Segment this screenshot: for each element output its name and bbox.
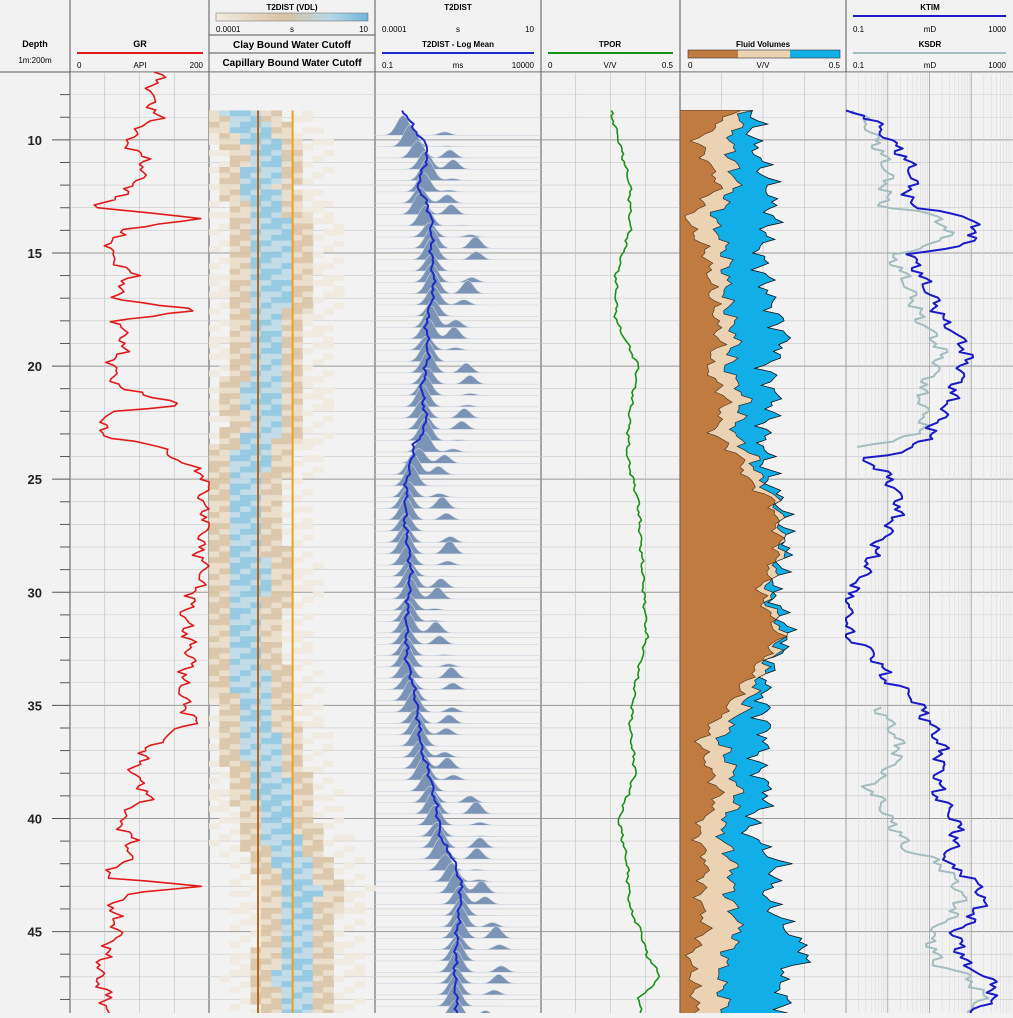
depth-tick-label: 10: [28, 133, 42, 148]
vdl-min-label: 0.0001: [216, 25, 241, 34]
ktim-max-label: 1000: [988, 25, 1006, 34]
capillary-cutoff-label: Capillary Bound Water Cutoff: [222, 58, 362, 69]
ksdr-max-label: 1000: [988, 61, 1006, 70]
tpor-min-label: 0: [548, 61, 553, 70]
log-curves: [93, 72, 999, 1013]
t2-logmean-unit: ms: [453, 61, 464, 70]
fluid-min-label: 0: [688, 61, 693, 70]
depth-tick-labels: 10 15 20 25 30 35 40 45: [28, 133, 42, 940]
fluid-title: Fluid Volumes: [736, 40, 791, 49]
t2-log-mean-curve: [401, 110, 464, 1013]
tpor-title: TPOR: [599, 40, 621, 49]
gr-unit: API: [134, 61, 147, 70]
gr-max-label: 200: [190, 61, 204, 70]
ktim-min-label: 0.1: [853, 25, 865, 34]
t2dist-vdl-image: [209, 110, 376, 1013]
depth-tick-label: 15: [28, 246, 42, 261]
vdl-max-label: 10: [359, 25, 368, 34]
fluid-volumes-fill: [679, 109, 812, 1013]
depth-tick-label: 45: [28, 925, 42, 940]
ktim-title: KTIM: [920, 3, 940, 12]
gr-min-label: 0: [77, 61, 82, 70]
vdl-title: T2DIST (VDL): [266, 3, 317, 12]
ksdr-title: KSDR: [919, 40, 942, 49]
t2-logmean-max-label: 10000: [512, 61, 535, 70]
t2-logmean-min-label: 0.1: [382, 61, 394, 70]
fluid-legend-clay: [688, 50, 738, 58]
vdl-color-scale: [215, 12, 369, 22]
depth-tick-label: 25: [28, 472, 42, 487]
ksdr-curve: [851, 110, 990, 1013]
t2dist-min-label: 0.0001: [382, 25, 407, 34]
depth-tick-label: 30: [28, 585, 42, 600]
ksdr-min-label: 0.1: [853, 61, 865, 70]
depth-scale-label: 1m:200m: [18, 56, 52, 65]
t2dist-title: T2DIST: [444, 3, 472, 12]
tpor-unit: V/V: [604, 61, 618, 70]
t2dist-unit: s: [456, 25, 460, 34]
fluid-legend-free: [790, 50, 840, 58]
ktim-curve: [845, 109, 999, 1013]
fluid-max-label: 0.5: [829, 61, 841, 70]
log-body: 10 15 20 25 30 35 40 45: [28, 72, 1013, 1013]
depth-tick-label: 20: [28, 359, 42, 374]
t2dist-max-label: 10: [525, 25, 534, 34]
tpor-max-label: 0.5: [662, 61, 674, 70]
depth-tick-label: 40: [28, 811, 42, 826]
clay-bound-area: [679, 110, 788, 1013]
fluid-legend-capillary: [738, 50, 790, 58]
ktim-unit: mD: [924, 25, 937, 34]
fluid-unit: V/V: [757, 61, 771, 70]
clay-cutoff-label: Clay Bound Water Cutoff: [233, 40, 352, 51]
gr-title: GR: [133, 39, 147, 49]
t2-logmean-title: T2DIST - Log Mean: [422, 40, 494, 49]
gr-curve: [93, 72, 210, 1013]
vdl-unit: s: [290, 25, 294, 34]
depth-title: Depth: [22, 39, 48, 49]
tpor-curve: [610, 110, 661, 1013]
t2dist-waveforms: [374, 115, 541, 1013]
depth-tick-label: 35: [28, 698, 42, 713]
ksdr-unit: mD: [924, 61, 937, 70]
